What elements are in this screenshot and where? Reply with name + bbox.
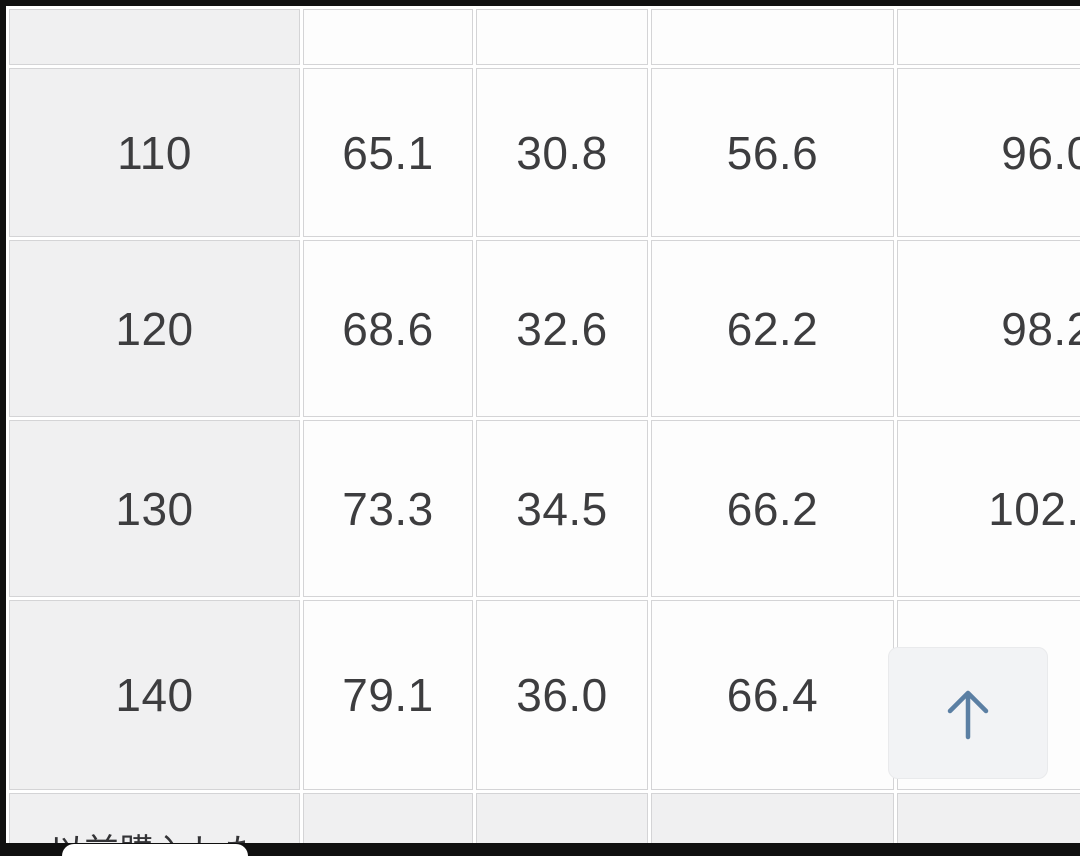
- size-label-cell: [9, 9, 300, 65]
- scroll-to-top-button[interactable]: [888, 647, 1048, 779]
- size-value-cell: 56.6: [651, 68, 894, 237]
- size-value-cell: 65.1: [303, 68, 473, 237]
- size-value-cell: 66.2: [651, 420, 894, 597]
- table-row-130: 130 73.3 34.5 66.2 102.4: [9, 420, 1080, 597]
- size-value-cell: 73.3: [303, 420, 473, 597]
- size-value-cell: [651, 9, 894, 65]
- footer-cell: [651, 793, 894, 843]
- size-value-cell: 79.1: [303, 600, 473, 790]
- size-value-cell: 30.8: [476, 68, 648, 237]
- footer-section-label: 以前購入した: [9, 793, 300, 843]
- size-value-cell: 62.2: [651, 240, 894, 417]
- bottom-sheet-handle: [62, 844, 248, 856]
- size-label-cell: 130: [9, 420, 300, 597]
- size-label-cell: 120: [9, 240, 300, 417]
- size-value-cell: [476, 9, 648, 65]
- table-row-120: 120 68.6 32.6 62.2 98.2: [9, 240, 1080, 417]
- size-value-cell: 96.0: [897, 68, 1080, 237]
- size-label-cell: 140: [9, 600, 300, 790]
- size-value-cell: 98.2: [897, 240, 1080, 417]
- size-value-cell: 68.6: [303, 240, 473, 417]
- footer-cell: [476, 793, 648, 843]
- footer-cell: [897, 793, 1080, 843]
- bottom-letterbox-bar: [0, 843, 1080, 856]
- size-value-cell: [897, 9, 1080, 65]
- size-value-cell: 32.6: [476, 240, 648, 417]
- size-chart-scroll-area[interactable]: 110 65.1 30.8 56.6 96.0 120 68.6 32.6 62…: [6, 6, 1080, 843]
- left-letterbox-bar: [0, 0, 6, 856]
- table-row-110: 110 65.1 30.8 56.6 96.0: [9, 68, 1080, 237]
- top-letterbox-bar: [0, 0, 1080, 6]
- table-row-partial-top: [9, 9, 1080, 65]
- arrow-up-icon: [947, 690, 989, 740]
- size-value-cell: 36.0: [476, 600, 648, 790]
- size-value-cell: 66.4: [651, 600, 894, 790]
- table-row-partial-footer: 以前購入した: [9, 793, 1080, 843]
- size-value-cell: [303, 9, 473, 65]
- size-value-cell: 102.4: [897, 420, 1080, 597]
- size-value-cell: 34.5: [476, 420, 648, 597]
- size-chart-table: 110 65.1 30.8 56.6 96.0 120 68.6 32.6 62…: [6, 6, 1080, 843]
- size-label-cell: 110: [9, 68, 300, 237]
- footer-cell: [303, 793, 473, 843]
